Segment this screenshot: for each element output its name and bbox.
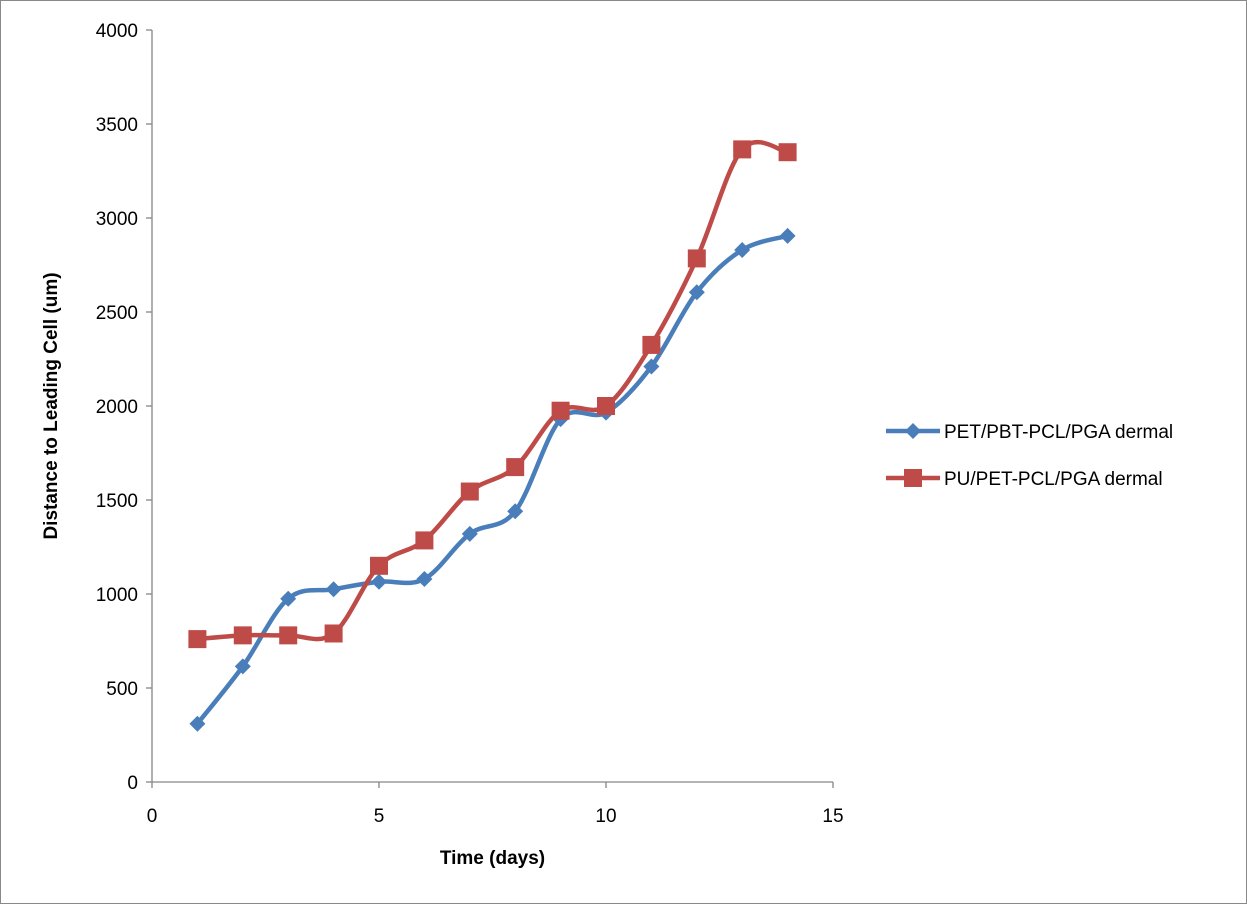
data-point-marker xyxy=(688,284,705,301)
x-tick-label: 10 xyxy=(595,806,616,827)
data-point-marker xyxy=(415,531,434,550)
data-point-marker xyxy=(643,358,660,375)
y-tick-label: 4000 xyxy=(96,21,138,42)
data-point-marker xyxy=(733,140,752,159)
data-point-marker xyxy=(597,397,615,415)
x-tick-label: 5 xyxy=(374,806,385,827)
x-tick-label: 0 xyxy=(147,806,158,827)
legend-item: PU/PET-PCL/PGA dermal xyxy=(886,469,1163,490)
data-point-marker xyxy=(188,630,207,649)
legend-marker xyxy=(905,423,921,439)
legend-label: PET/PBT-PCL/PGA dermal xyxy=(944,422,1173,443)
series-line xyxy=(195,140,790,642)
legend-item: PET/PBT-PCL/PGA dermal xyxy=(886,422,1173,443)
data-point-marker xyxy=(416,570,433,587)
legend-marker xyxy=(904,469,922,487)
ticks: 0 500 1000 1500 2000 2500 3000 3500 4000 0 5 10 15 xyxy=(96,21,844,827)
y-tick-label: 3500 xyxy=(96,115,138,136)
data-point-marker xyxy=(370,556,388,575)
y-tick-label: 2000 xyxy=(96,397,138,418)
series-2 xyxy=(188,140,797,649)
data-point-marker xyxy=(233,626,252,645)
data-point-marker xyxy=(280,590,297,607)
x-tick-label: 15 xyxy=(822,806,843,827)
data-point-marker xyxy=(779,227,796,244)
data-point-marker xyxy=(371,573,387,590)
data-point-marker xyxy=(506,458,525,477)
data-point-marker xyxy=(279,626,298,645)
data-point-marker xyxy=(551,401,570,420)
legend-label: PU/PET-PCL/PGA dermal xyxy=(944,469,1163,490)
data-point-marker xyxy=(189,715,206,732)
data-point-marker xyxy=(642,335,661,354)
data-point-marker xyxy=(325,581,342,598)
x-axis-title: Time (days) xyxy=(440,848,545,869)
data-point-marker xyxy=(734,241,751,258)
y-axis-title: Distance to Leading Cell (um) xyxy=(41,272,62,539)
series-group xyxy=(188,140,797,732)
y-tick-label: 1500 xyxy=(96,491,138,512)
y-tick-label: 2500 xyxy=(96,303,138,324)
data-point-marker xyxy=(234,658,251,675)
data-point-marker xyxy=(507,503,524,520)
y-tick-label: 500 xyxy=(106,679,138,700)
series-1 xyxy=(189,227,796,732)
y-tick-label: 3000 xyxy=(96,209,138,230)
legend: PET/PBT-PCL/PGA dermal PU/PET-PCL/PGA der… xyxy=(886,422,1173,490)
data-point-marker xyxy=(460,482,479,501)
data-point-marker xyxy=(778,143,797,162)
data-point-marker xyxy=(324,624,343,643)
axes xyxy=(151,30,833,783)
y-tick-label: 0 xyxy=(127,773,138,794)
y-tick-label: 1000 xyxy=(96,585,138,606)
data-point-marker xyxy=(687,249,706,268)
data-point-marker xyxy=(461,525,478,542)
